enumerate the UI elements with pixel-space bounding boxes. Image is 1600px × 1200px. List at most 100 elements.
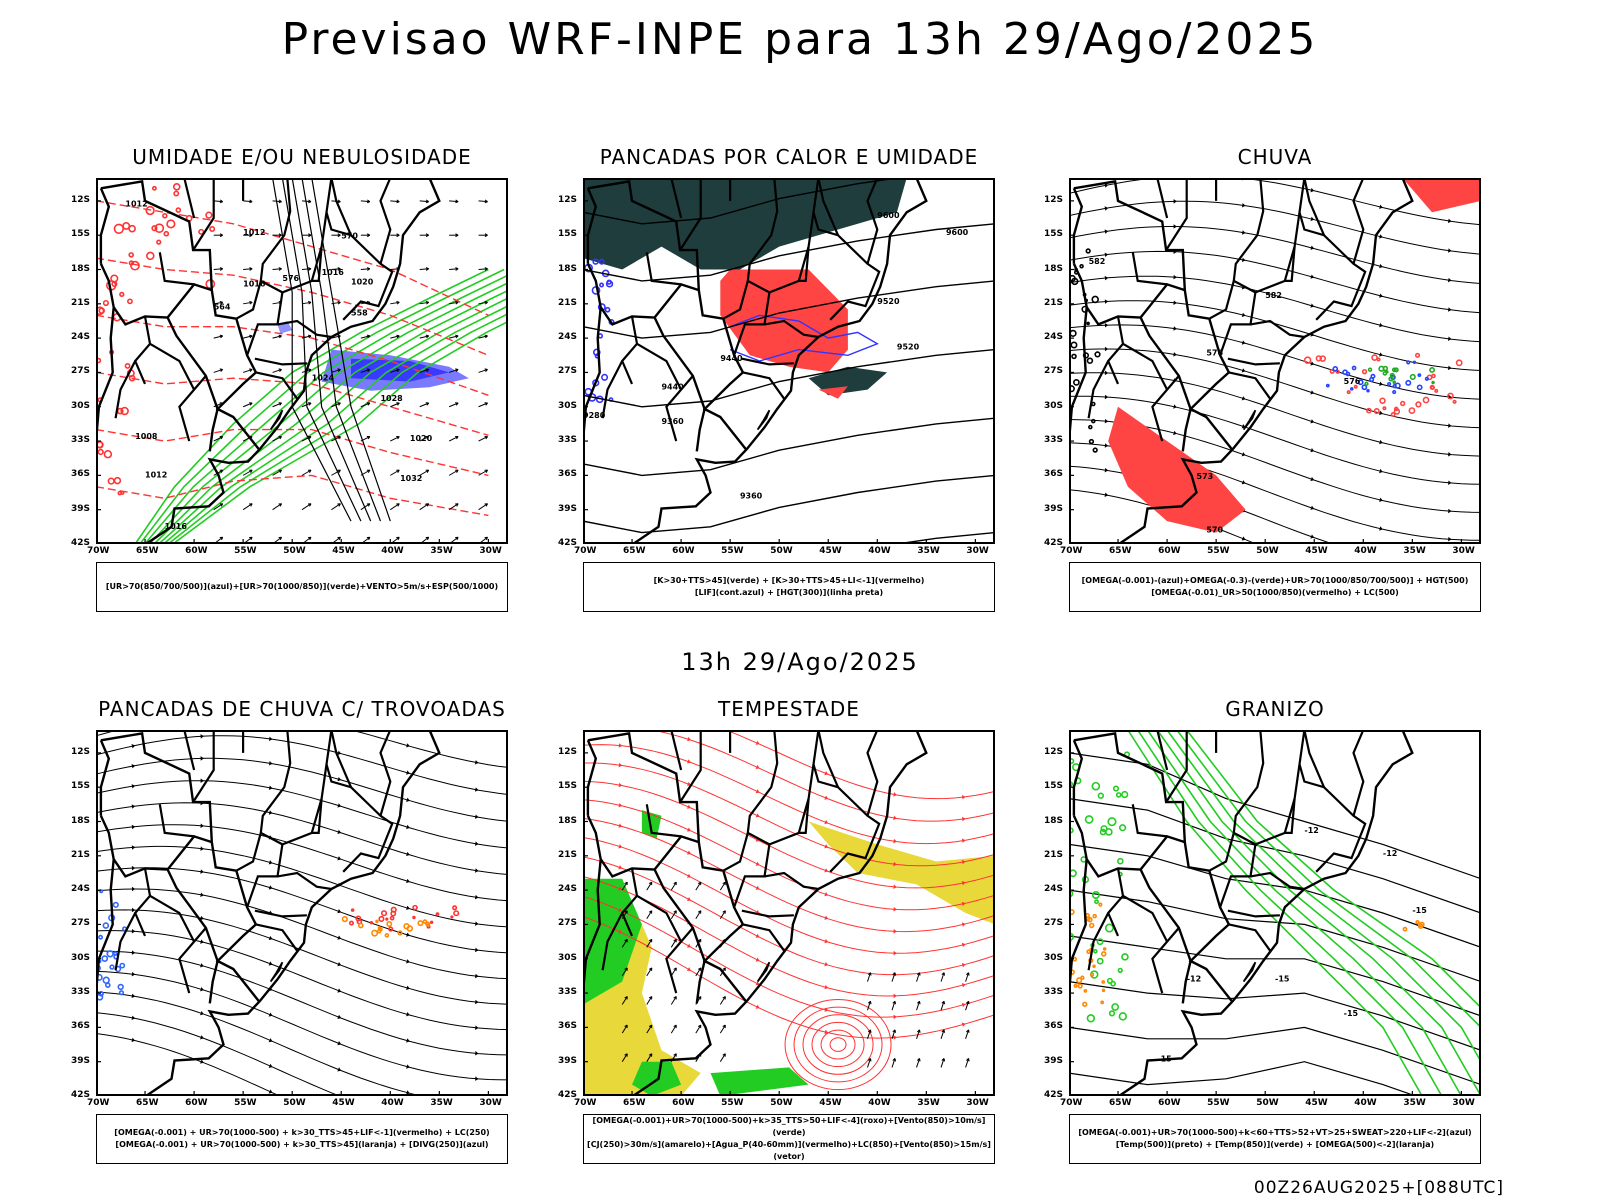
streamline-arrow [1379, 410, 1383, 416]
lat-tick-label: 30S [71, 952, 91, 963]
storm-red-contour [389, 915, 395, 921]
contour-label: 9360 [661, 417, 684, 426]
lc250-streamline [96, 735, 508, 795]
contour-label: 1012 [145, 471, 167, 480]
streamline-arrow [1241, 368, 1246, 373]
wind-vector [301, 436, 312, 442]
state-border [1298, 763, 1367, 873]
wind-vector-15ms [940, 1029, 945, 1039]
arrow-head [337, 469, 341, 473]
arrow-head [219, 233, 223, 238]
lat-tick-label: 21S [1044, 297, 1064, 308]
state-border [178, 927, 207, 994]
streamline-arrow [1379, 322, 1383, 328]
hgt300-contour [583, 280, 995, 339]
lc850-circulation [820, 1029, 856, 1060]
streamline-arrow [686, 804, 691, 809]
contour-label: 9520 [877, 297, 900, 306]
streamline-arrow [961, 838, 966, 843]
wind-vector [213, 301, 223, 305]
hgt300-contour [583, 417, 995, 477]
wind-vector-15ms [867, 1001, 871, 1011]
wind-vector [478, 402, 488, 408]
arrow-head [455, 199, 459, 204]
thickness-contour [96, 428, 489, 477]
arrow-head [278, 536, 283, 541]
lon-tick-label: 55W [234, 1098, 257, 1108]
state-border [798, 798, 810, 834]
terrain-contour [1079, 264, 1084, 269]
streamline-arrow [961, 962, 966, 968]
arrow-head [892, 1000, 897, 1005]
arrow-head [307, 536, 312, 541]
lat-tick-label: 18S [558, 815, 578, 826]
lat-tick-label: 36S [71, 1021, 91, 1032]
contour-label: 582 [1089, 257, 1106, 266]
rain-scatter [1373, 407, 1380, 415]
contour-label: 576 [1206, 348, 1223, 357]
humidity-green-contour [167, 312, 508, 544]
lon-tick-label: 30W [966, 1098, 989, 1108]
wind-vector [360, 436, 371, 442]
humidity-green-contour [162, 305, 508, 544]
streamline-arrow [893, 993, 897, 999]
wind-vector [360, 335, 370, 339]
wind-vector [301, 503, 312, 511]
state-border [325, 211, 394, 321]
streamline-arrow [1173, 430, 1177, 436]
wind-vector [419, 503, 429, 511]
red-humidity-contour [128, 224, 136, 233]
omega-scatter [1325, 383, 1330, 388]
omega500-contour [1088, 922, 1095, 929]
arrow-head [366, 368, 371, 372]
state-border [670, 178, 683, 219]
omega-strong-scatter [1391, 367, 1397, 373]
streamline-arrow [1448, 536, 1452, 542]
contour-label: -12 [1187, 975, 1201, 984]
coastline-east [145, 730, 441, 1096]
streamline-arrow [406, 1064, 410, 1069]
lc250-streamline [96, 780, 508, 849]
contour-label: 558 [351, 308, 368, 317]
state-border [764, 319, 819, 339]
lc250-streamline [96, 930, 508, 1031]
storm-red-contour [388, 926, 394, 932]
streamline-arrow [618, 844, 623, 849]
wind-vector [213, 402, 223, 408]
wind-vector-15ms [965, 972, 970, 982]
red-humidity-contour [113, 476, 122, 485]
red-humidity-contour [172, 182, 181, 191]
arrow-head [307, 435, 312, 440]
streamline-arrow [755, 1004, 760, 1009]
arrow-head [366, 334, 371, 339]
legend-line: [OMEGA(-0.001) + UR>70(1000-500) + k>30_… [114, 1128, 490, 1137]
map-canvas: 582 582 576 576 573 570 [1069, 178, 1481, 544]
rain-scatter [1335, 369, 1340, 375]
red-humidity-contour [205, 211, 213, 219]
wind-vector-15ms [621, 967, 628, 977]
wind-vector-15ms [965, 1001, 970, 1011]
arrow-head [966, 1000, 970, 1005]
lat-tick-label: 21S [558, 297, 578, 308]
wind-vector-15ms [670, 939, 677, 948]
wind-vector [449, 335, 459, 339]
storm-red-contour [390, 906, 397, 913]
state-border [254, 909, 307, 918]
lon-tick-label: 55W [234, 546, 257, 556]
country-border [653, 835, 700, 871]
wind-vector [272, 368, 282, 373]
temp500-contour [1069, 752, 1481, 880]
contour-label: -15 [1275, 975, 1290, 984]
lat-tick-label: 15S [71, 781, 91, 792]
omega500-contour [1080, 975, 1085, 980]
streamline-arrow [268, 785, 273, 790]
wind-vector-15ms [695, 881, 702, 891]
lc850-streamline [583, 876, 995, 997]
streamline-arrow [1379, 526, 1383, 531]
arrow-head [455, 300, 459, 305]
lon-tick-label: 40W [381, 546, 404, 556]
state-border [192, 178, 215, 251]
contour-label: 9280 [583, 411, 606, 420]
state-border [1156, 730, 1169, 771]
streamline-arrow [618, 762, 623, 768]
